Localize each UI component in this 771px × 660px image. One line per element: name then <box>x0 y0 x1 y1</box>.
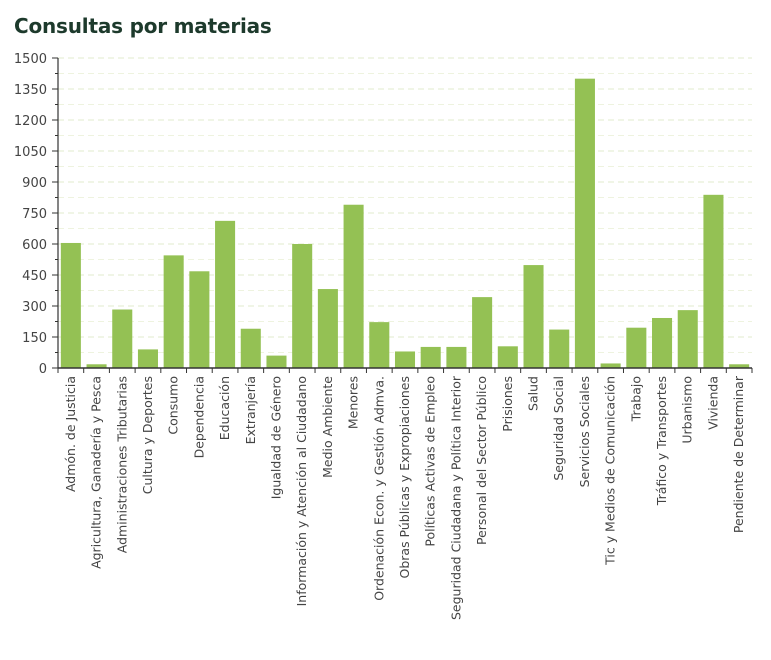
y-tick-label: 150 <box>22 331 47 346</box>
y-tick-label: 750 <box>22 207 47 222</box>
bars <box>60 78 750 369</box>
bar <box>343 204 364 368</box>
x-tick-label: Menores <box>346 376 361 429</box>
chart-title: Consultas por materias <box>14 14 272 38</box>
x-tick-label: Dependencia <box>191 376 206 458</box>
x-tick-label: Cultura y Deportes <box>140 376 155 494</box>
x-tick-label: Educación <box>217 376 232 440</box>
y-tick-label: 1500 <box>14 52 47 67</box>
bar <box>240 328 261 368</box>
y-tick-labels: 0 150 300 450 600 750 900 1050 1200 1350 1500 <box>14 52 47 377</box>
y-tick-label: 1200 <box>14 114 47 129</box>
bar <box>446 346 467 368</box>
gridlines <box>58 57 752 353</box>
x-tick-label: Personal del Sector Público <box>474 376 489 545</box>
x-tick-label: Administraciones Tributarias <box>114 376 129 553</box>
x-tick-label: Igualdad de Género <box>268 376 283 499</box>
x-tick-label: Información y Atención al Ciudadano <box>294 376 309 606</box>
x-tick-label: Admón. de Justicia <box>63 376 78 492</box>
x-tick-label: Tic y Medios de Comunicación <box>603 376 618 566</box>
bar <box>369 322 390 368</box>
bar <box>729 364 750 368</box>
x-tick-label: Pendiente de Determinar <box>731 375 746 533</box>
axes <box>52 57 753 373</box>
bar <box>549 329 570 368</box>
x-tick-label: Seguridad Ciudadana y Política Interior <box>448 375 463 620</box>
bar <box>215 220 236 368</box>
x-tick-label: Servicios Sociales <box>577 376 592 487</box>
x-tick-label: Medio Ambiente <box>320 376 335 478</box>
x-tick-label: Seguridad Social <box>551 376 566 481</box>
x-tick-label: Políticas Activas de Empleo <box>423 376 438 547</box>
bar <box>497 346 518 368</box>
bar <box>574 78 595 369</box>
x-tick-label: Prisiones <box>500 376 515 432</box>
x-tick-label: Vivienda <box>705 376 720 430</box>
bar <box>677 310 698 368</box>
bar <box>266 355 287 368</box>
bar <box>137 349 158 368</box>
bar <box>652 317 673 368</box>
bar <box>292 244 313 368</box>
bar <box>523 265 544 368</box>
y-tick-label: 1350 <box>14 83 47 98</box>
x-tick-label: Extranjería <box>243 376 258 444</box>
x-tick-label: Urbanismo <box>680 376 695 444</box>
bar <box>86 364 107 368</box>
bar <box>60 242 81 368</box>
bar <box>189 271 210 368</box>
y-tick-label: 1050 <box>14 145 47 160</box>
y-tick-label: 450 <box>22 269 47 284</box>
x-tick-labels: Admón. de Justicia Agricultura, Ganadería… <box>63 375 746 620</box>
bar <box>626 327 647 368</box>
bar <box>394 351 416 368</box>
bar <box>600 363 621 368</box>
bar <box>472 297 493 368</box>
x-tick-label: Ordenación Econ. y Gestión Admva. <box>371 376 386 601</box>
bar <box>163 255 184 368</box>
x-tick-label: Tráfico y Transportes <box>654 376 669 506</box>
y-tick-label: 600 <box>22 238 47 253</box>
x-tick-label: Salud <box>526 376 541 411</box>
x-tick-label: Trabajo <box>628 376 643 422</box>
bar <box>703 194 724 368</box>
x-tick-label: Consumo <box>166 376 181 435</box>
y-tick-label: 300 <box>22 300 47 315</box>
x-tick-label: Obras Públicas y Expropiaciones <box>397 376 412 579</box>
bar <box>317 289 338 368</box>
bar <box>420 346 441 368</box>
bar <box>112 309 133 368</box>
x-tick-label: Agricultura, Ganadería y Pesca <box>89 376 104 569</box>
y-tick-label: 900 <box>22 176 47 191</box>
y-tick-label: 0 <box>39 362 47 377</box>
